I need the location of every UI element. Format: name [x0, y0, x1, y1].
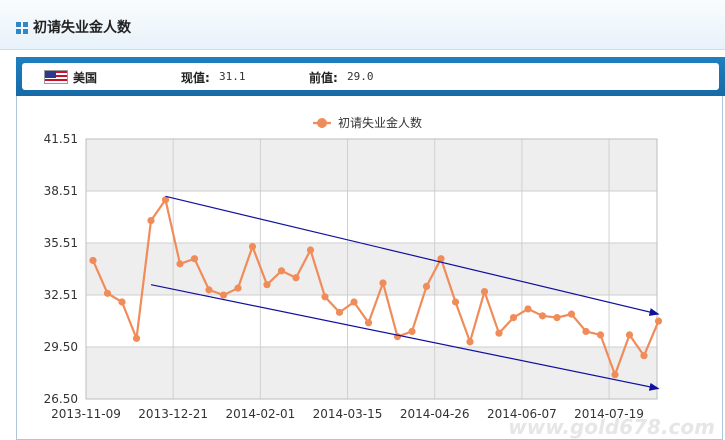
- data-point: [176, 260, 184, 268]
- data-point: [422, 282, 431, 291]
- y-tick-label: 38.51: [44, 184, 78, 198]
- y-tick-label: 26.50: [44, 392, 78, 406]
- data-point: [611, 371, 619, 379]
- x-tick-label: 2013-12-21: [138, 407, 208, 421]
- trend-arrow: [165, 195, 660, 316]
- x-tick-label: 2014-04-26: [400, 407, 470, 421]
- data-point: [190, 255, 199, 263]
- data-point: [132, 334, 141, 342]
- plot-band: [86, 139, 657, 191]
- x-tick-label: 2014-07-19: [574, 407, 644, 421]
- x-tick-label: 2014-03-15: [313, 407, 383, 421]
- data-point: [480, 288, 489, 296]
- x-tick-label: 2013-11-09: [51, 407, 121, 421]
- page-header: 初请失业金人数: [0, 0, 725, 50]
- data-point: [625, 331, 634, 339]
- previous-value-label: 前值:: [309, 71, 338, 85]
- plot-band: [86, 243, 657, 295]
- x-tick-label: 2014-06-07: [487, 407, 557, 421]
- current-value-label: 现值:: [181, 71, 210, 85]
- x-tick-label: 2014-02-01: [225, 407, 295, 421]
- data-point: [335, 308, 344, 316]
- grid-icon: [16, 22, 28, 34]
- data-point: [538, 312, 547, 320]
- data-point: [553, 313, 561, 322]
- data-point: [495, 329, 503, 337]
- series-line: [91, 197, 660, 378]
- data-point: [89, 256, 97, 265]
- info-bar: 美国 现值: 31.1 前值: 29.0: [16, 57, 725, 96]
- plot-frame: [85, 138, 658, 400]
- data-point: [205, 286, 213, 294]
- legend-marker: [317, 118, 327, 128]
- plot-band: [86, 191, 657, 243]
- data-point: [451, 298, 460, 306]
- y-tick-label: 32.51: [44, 288, 78, 302]
- data-point: [379, 279, 387, 287]
- data-point: [567, 310, 576, 318]
- data-point: [524, 305, 532, 313]
- data-point: [408, 327, 416, 336]
- data-point: [292, 274, 300, 282]
- data-point: [161, 196, 170, 204]
- data-point: [596, 331, 605, 339]
- plot-band: [86, 347, 657, 399]
- data-point: [321, 293, 329, 301]
- y-tick-label: 29.50: [44, 340, 78, 354]
- data-point: [147, 216, 155, 225]
- data-point: [350, 298, 358, 306]
- data-point: [248, 242, 257, 251]
- data-point: [277, 267, 286, 275]
- y-tick-label: 35.51: [44, 236, 78, 250]
- us-flag-icon: [44, 70, 68, 84]
- watermark: www.gold678.com: [508, 415, 715, 439]
- data-point: [437, 255, 445, 263]
- data-point: [509, 313, 518, 322]
- data-point: [234, 284, 242, 292]
- data-point: [103, 289, 112, 297]
- data-point: [640, 352, 648, 360]
- info-bar-content: 美国 现值: 31.1 前值: 29.0: [22, 63, 719, 90]
- data-point: [219, 291, 228, 299]
- data-point: [466, 338, 474, 346]
- data-point: [654, 317, 663, 325]
- data-point: [263, 281, 271, 289]
- country-name: 美国: [73, 71, 98, 85]
- data-point: [364, 319, 373, 327]
- page-title: 初请失业金人数: [33, 20, 131, 36]
- previous-value: 29.0: [347, 70, 374, 83]
- legend-label: 初请失业金人数: [338, 115, 422, 130]
- y-tick-label: 41.51: [44, 132, 78, 146]
- data-point: [306, 246, 315, 254]
- data-point: [118, 298, 126, 306]
- trend-arrow: [150, 284, 660, 391]
- data-point: [582, 327, 590, 336]
- current-value: 31.1: [219, 70, 246, 83]
